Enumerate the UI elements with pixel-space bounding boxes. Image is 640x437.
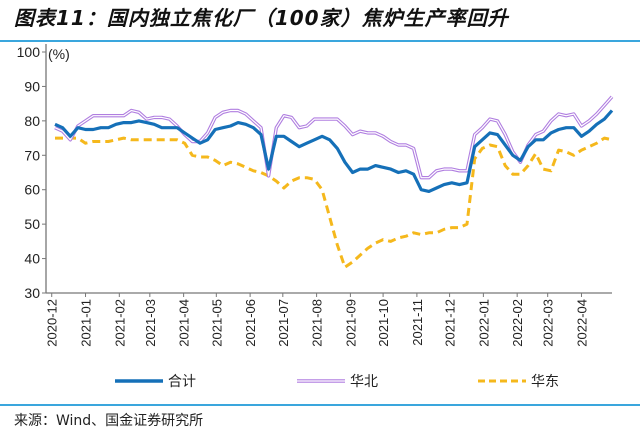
x-tick-label: 2021-09	[343, 299, 358, 347]
x-tick-label: 2021-11	[410, 299, 425, 346]
legend-label: 合计	[168, 374, 196, 390]
legend-label: 华东	[531, 374, 559, 390]
x-tick-label: 2022-01	[476, 299, 491, 347]
x-tick-label: 2021-08	[310, 299, 325, 347]
x-tick-label: 2021-05	[209, 299, 224, 347]
series-lines	[54, 95, 614, 269]
axes: 30 40 50 60 70 80 90 100 (%) 2020-12 2021-01 2021-0…	[17, 44, 612, 347]
y-axis-unit: (%)	[48, 46, 70, 62]
x-tick-label: 2021-07	[276, 299, 291, 347]
y-tick-label: 50	[24, 216, 40, 232]
y-tick-label: 60	[24, 182, 40, 198]
y-tick-label: 30	[24, 285, 40, 301]
x-tick-label: 2021-01	[79, 299, 94, 347]
x-tick-label: 2020-12	[45, 299, 60, 347]
x-tick-label: 2021-06	[243, 299, 258, 347]
y-tick-label: 40	[24, 251, 40, 267]
x-tick-label: 2021-12	[443, 299, 458, 347]
y-tick-label: 80	[24, 113, 40, 129]
top-divider	[0, 40, 640, 42]
legend-label: 华北	[350, 374, 378, 390]
chart-title: 图表11：国内独立焦化厂（100家）焦炉生产率回升	[14, 6, 509, 30]
series-line-合计	[54, 109, 614, 193]
y-tick-label: 100	[17, 44, 41, 60]
y-tick-label: 70	[24, 147, 40, 163]
x-tick-label: 2021-10	[376, 299, 391, 347]
x-tick-label: 2021-02	[112, 299, 127, 347]
bottom-divider	[0, 404, 640, 406]
x-tick-label: 2021-03	[143, 299, 158, 347]
y-tick-label: 90	[24, 78, 40, 94]
legend: 合计 华北 华东	[115, 374, 559, 390]
x-tick-label: 2022-03	[541, 299, 556, 347]
source-note: 来源：Wind、国金证券研究所	[14, 413, 204, 429]
x-tick-label: 2022-04	[574, 299, 589, 347]
series-line-华东	[55, 136, 613, 269]
x-tick-label: 2022-02	[510, 299, 525, 347]
x-tick-label: 2021-04	[177, 299, 192, 347]
